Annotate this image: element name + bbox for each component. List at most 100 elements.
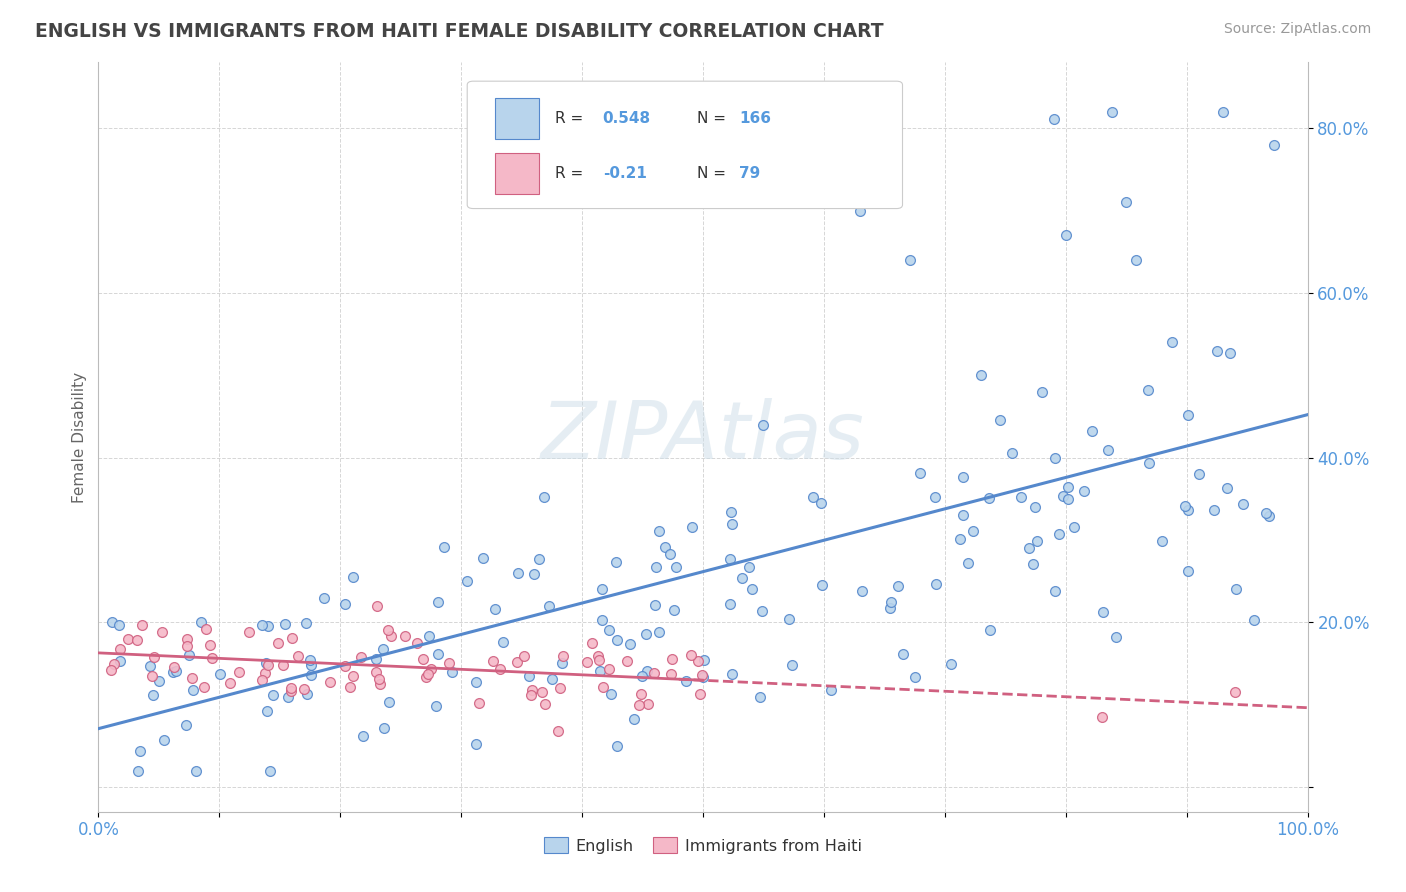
Point: [484, 602, 506, 616]
Point: [801, 490, 824, 504]
Point: [468, 696, 491, 710]
Point: [1047, 527, 1070, 541]
Text: 0.548: 0.548: [603, 112, 651, 126]
Point: [141, 668, 163, 682]
Point: [692, 670, 714, 684]
Point: [219, 675, 242, 690]
Point: [530, 685, 553, 699]
Point: [533, 490, 555, 504]
Point: [142, 649, 165, 664]
Point: [636, 664, 658, 678]
Point: [898, 252, 921, 267]
Point: [880, 595, 903, 609]
Point: [718, 552, 741, 566]
Point: [257, 619, 280, 633]
Point: [520, 682, 543, 697]
Point: [238, 624, 260, 639]
Point: [741, 582, 763, 596]
Point: [751, 604, 773, 618]
Point: [1161, 335, 1184, 350]
Point: [418, 629, 440, 643]
Point: [256, 658, 278, 673]
Point: [108, 618, 131, 632]
Point: [280, 684, 302, 698]
Point: [534, 697, 557, 711]
Point: [661, 651, 683, 665]
Point: [256, 704, 278, 718]
Point: [904, 671, 927, 685]
Point: [879, 600, 901, 615]
Point: [368, 676, 391, 690]
Y-axis label: Female Disability: Female Disability: [72, 371, 87, 503]
Point: [731, 571, 754, 585]
Point: [949, 532, 972, 546]
Point: [589, 664, 612, 678]
Point: [616, 654, 638, 668]
Point: [465, 737, 488, 751]
Point: [101, 615, 124, 629]
Point: [693, 653, 716, 667]
Point: [721, 517, 744, 532]
Point: [1063, 520, 1085, 534]
Point: [163, 660, 186, 674]
Point: [908, 466, 931, 480]
Point: [366, 599, 388, 613]
Point: [299, 668, 322, 682]
Point: [686, 654, 709, 668]
Point: [551, 656, 574, 670]
Point: [406, 636, 429, 650]
Point: [517, 669, 540, 683]
Point: [820, 683, 842, 698]
Point: [254, 656, 277, 670]
Point: [1091, 710, 1114, 724]
Point: [426, 594, 449, 608]
Point: [627, 698, 650, 712]
Point: [665, 560, 688, 574]
Point: [654, 540, 676, 554]
Point: [643, 666, 665, 681]
Point: [648, 625, 671, 640]
Point: [418, 667, 440, 681]
Point: [952, 470, 974, 484]
Point: [190, 615, 212, 629]
Point: [659, 547, 682, 561]
Point: [277, 690, 299, 704]
Text: N =: N =: [697, 166, 731, 181]
Point: [295, 687, 318, 701]
Point: [298, 653, 321, 667]
Point: [752, 417, 775, 432]
Point: [139, 659, 162, 673]
Point: [162, 665, 184, 680]
Point: [280, 681, 302, 695]
Point: [749, 690, 772, 704]
Point: [606, 739, 628, 753]
Point: [271, 658, 294, 673]
Point: [1026, 533, 1049, 548]
Point: [292, 681, 315, 696]
Point: [591, 582, 613, 596]
Point: [591, 613, 613, 627]
Point: [1115, 194, 1137, 209]
Point: [1177, 408, 1199, 422]
Point: [810, 496, 832, 510]
Point: [1174, 500, 1197, 514]
Point: [1031, 384, 1053, 399]
Point: [129, 744, 152, 758]
Point: [1232, 496, 1254, 510]
Point: [250, 673, 273, 687]
Point: [201, 651, 224, 665]
Point: [184, 764, 207, 778]
Point: [394, 629, 416, 643]
Text: 166: 166: [740, 112, 772, 126]
Point: [198, 638, 221, 652]
Point: [108, 641, 131, 656]
Point: [440, 665, 463, 680]
Point: [506, 566, 529, 580]
Point: [342, 668, 364, 682]
Point: [1024, 500, 1046, 515]
Point: [259, 764, 281, 778]
Point: [366, 665, 388, 679]
Point: [506, 655, 529, 669]
Point: [492, 635, 515, 649]
Point: [681, 520, 703, 534]
